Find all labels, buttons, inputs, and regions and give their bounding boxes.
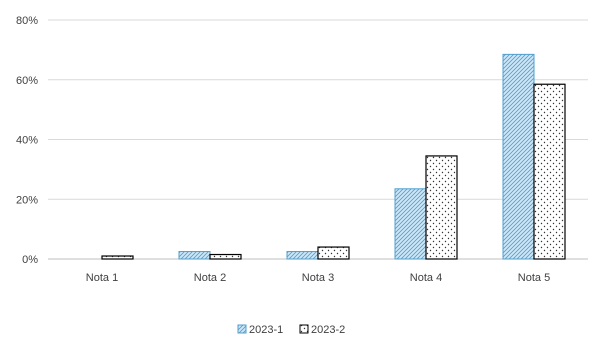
x-tick-label: Nota 4 — [410, 272, 442, 284]
bar-2023-2-nota-4 — [425, 155, 458, 260]
legend-swatch-2023-2 — [299, 324, 309, 334]
x-tick-label: Nota 3 — [302, 272, 334, 284]
y-tick-label: 20% — [16, 194, 38, 206]
legend: 2023-1 2023-2 — [237, 324, 345, 336]
bar-2023-2-nota-3 — [317, 246, 350, 260]
x-tick-label: Nota 1 — [86, 272, 118, 284]
legend-label: 2023-2 — [311, 324, 345, 336]
x-tick-label: Nota 5 — [518, 272, 550, 284]
legend-swatch-2023-1 — [237, 324, 247, 334]
bar-2023-1-nota-4 — [394, 188, 427, 260]
x-axis-ticks: Nota 1 Nota 2 Nota 3 Nota 4 Nota 5 — [86, 272, 550, 284]
x-tick-label: Nota 2 — [194, 272, 226, 284]
y-tick-label: 40% — [16, 135, 38, 147]
bars — [101, 53, 566, 260]
y-tick-label: 60% — [16, 75, 38, 87]
bar-2023-2-nota-1 — [101, 255, 134, 260]
y-tick-label: 0% — [22, 254, 38, 266]
bar-2023-1-nota-5 — [502, 53, 535, 260]
bar-2023-2-nota-5 — [533, 83, 566, 260]
bar-2023-2-nota-2 — [209, 253, 242, 260]
gridlines — [48, 19, 588, 260]
y-axis-ticks: 0% 20% 40% 60% 80% — [16, 15, 38, 266]
y-tick-label: 80% — [16, 15, 38, 27]
bar-2023-1-nota-3 — [286, 251, 319, 260]
legend-label: 2023-1 — [249, 324, 283, 336]
bar-2023-1-nota-2 — [178, 251, 211, 260]
